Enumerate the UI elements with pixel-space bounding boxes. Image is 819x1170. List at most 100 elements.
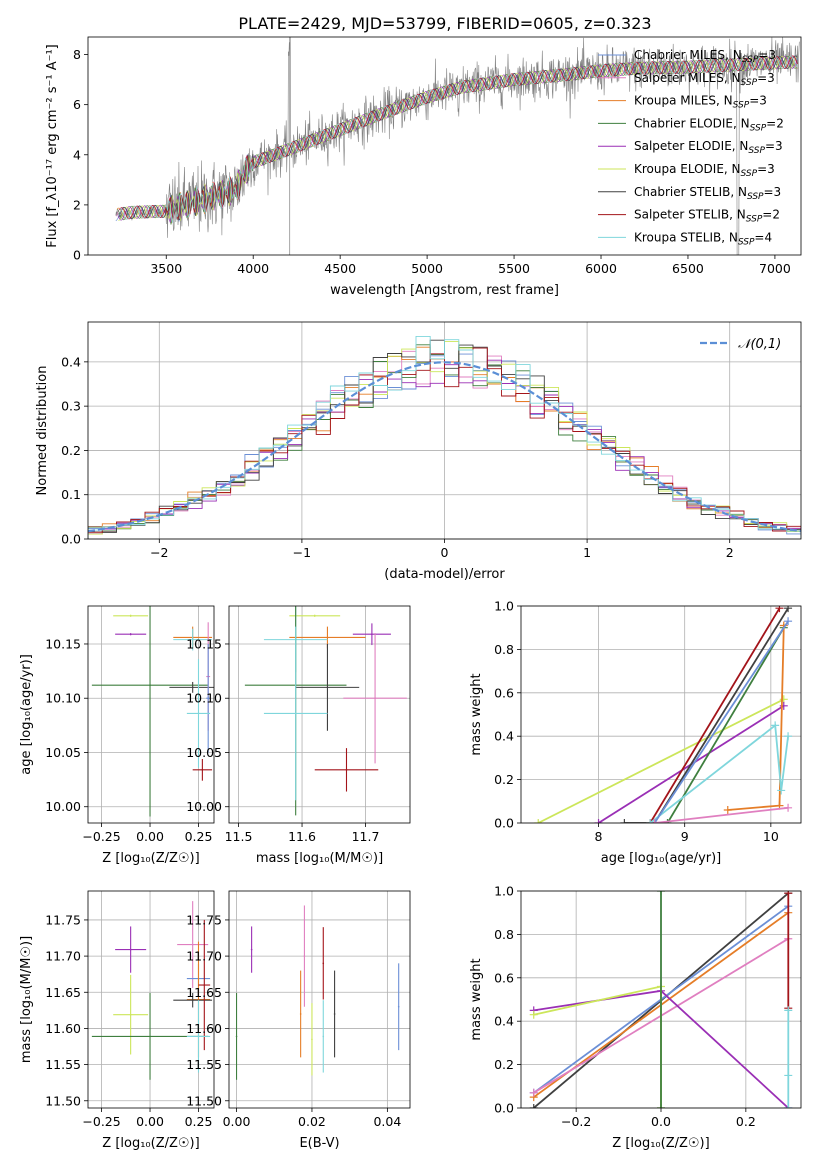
weight-vs-age-ytick-label: 0.8 [494,642,514,657]
weight-line [666,627,785,823]
weight-vs-age-xtick-label: 8 [595,829,603,844]
age-vs-mass-frame [228,605,411,824]
weight-vs-Z-ytick-label: 0.8 [494,927,514,942]
weight-vs-age-ytick-label: 1.0 [494,599,514,614]
weight-marker [784,891,793,898]
legend-label: Chabrier ELODIE, NSSP=2 [634,116,784,133]
weight-vs-Z-plot-area [529,891,793,1108]
legend-label: Kroupa STELIB, NSSP=4 [634,230,772,247]
spectrum-xtick-label: 4500 [324,261,356,276]
spectrum-xtick-label: 5500 [498,261,530,276]
spectrum-xtick-label: 6000 [585,261,617,276]
errorbar-point [313,614,316,617]
residuals-frame [87,321,802,540]
legend-label: Salpeter ELODIE, NSSP=3 [634,139,783,156]
mass-vs-Z-xtick-label: −0.25 [82,1114,120,1129]
age-vs-mass-ticks: 11.5 11.6 11.7 10.00 10.05 10.10 10.15 [186,636,379,844]
weight-vs-age-xtick-label: 9 [681,829,689,844]
weight-vs-Z-xtick-label: 0.0 [651,1114,671,1129]
residuals-ytick-label: 0.2 [61,443,81,458]
legend-rest: =2 [766,116,784,130]
spectrum-model-kroupa-stelib [119,55,798,223]
weight-marker [620,819,629,823]
spectrum-xtick-label: 4000 [237,261,269,276]
histogram-kroupa-stelib [88,335,801,539]
weight-line [624,607,789,823]
legend-sub: SSP [741,169,758,179]
residuals-xtick-label: 0 [441,545,449,560]
weight-marker [784,1071,793,1080]
errorbar-point [207,697,209,700]
errorbar-point [149,1035,151,1038]
mass-vs-EBV-xtick-label: 0.02 [298,1114,326,1129]
weight-vs-age-ytick-label: 0.0 [494,816,514,831]
errorbar-point [129,614,132,617]
weight-line [649,607,781,823]
weight-marker [529,1088,538,1097]
errorbar-point [149,684,151,687]
age-vs-Z-ytick-label: 10.05 [45,745,81,760]
weight-vs-Z-ytick-label: 0.0 [494,1101,514,1116]
spectrum-ytick-label: 4 [73,147,81,162]
errorbar-point [250,948,253,951]
legend-rest: =4 [754,230,772,244]
errorbar-point [311,1038,313,1041]
spectrum-ylabel: Flux [f_λ10⁻¹⁷ erg cm⁻² s⁻¹ A⁻¹] [45,44,60,248]
weight-vs-Z-xlabel: Z [log₁₀(Z/Z☉)] [612,1136,709,1151]
residuals-plot-area [88,335,801,539]
spectrum-panel: 3500 4000 4500 5000 5500 6000 6500 7000 0 2 4 6 8 wav… [45,36,802,298]
age-vs-Z-ytick-label: 10.00 [45,799,81,814]
errorbar-point [322,1035,325,1038]
errorbar-point [129,633,132,636]
errorbar-point [197,712,200,715]
mass-vs-Z-ylabel: mass [log₁₀(M/M☉)] [19,936,34,1063]
errorbar-point [197,1035,200,1038]
weight-marker [784,1006,793,1015]
residuals-xtick-label: −1 [293,545,311,560]
weight-marker [777,786,786,795]
weight-line [649,723,789,823]
weight-vs-Z-xtick-label: 0.2 [736,1114,756,1129]
errorbar-point [397,1005,400,1008]
errorbar-point [333,1013,336,1015]
weight-vs-age-plot-area [534,606,793,823]
errorbar-point [129,1013,132,1016]
spectrum-ytick-label: 8 [73,47,81,62]
legend-sub: SSP [748,146,765,156]
mass-vs-Z-ytick-label: 11.60 [45,1021,81,1036]
weight-line [537,698,785,823]
weight-marker [663,819,672,823]
spectrum-frame [87,36,802,256]
weight-vs-age-xlabel: age [log₁₀(age/yr)] [601,851,722,866]
age-vs-Z-ytick-label: 10.15 [45,636,81,651]
age-vs-Z-xtick-label: 0.00 [136,829,164,844]
weight-line [653,620,789,823]
weight-vs-age-ytick-label: 0.6 [494,685,514,700]
mass-vs-EBV-ytick-label: 11.70 [186,949,222,964]
age-vs-Z-plot-area [91,606,214,817]
mass-vs-Z-frame [87,890,215,1109]
mass-vs-Z-panel: −0.25 0.00 0.25 11.50 11.55 11.60 11.65 11.70 11… [19,890,215,1151]
spectrum-legend: Chabrier MILES, NSSP=3 Salpeter MILES, NS… [598,48,784,247]
errorbar-point [235,1035,238,1038]
mass-vs-EBV-ytick-label: 11.55 [186,1057,222,1072]
errorbar-point [191,999,194,1002]
weight-marker [771,721,780,730]
mass-vs-EBV-xtick-label: 0.04 [373,1114,401,1129]
weight-vs-age-xtick-label: 10 [763,829,779,844]
mass-vs-Z-ticks: −0.25 0.00 0.25 11.50 11.55 11.60 11.65 11.70 11… [45,912,212,1129]
weight-vs-Z-ytick-label: 1.0 [494,884,514,899]
normal-curve [88,361,801,533]
normal-legend-label: 𝒩(0,1) [738,337,781,352]
weight-vs-Z-ytick-label: 0.6 [494,970,514,985]
mass-vs-EBV-ytick-label: 11.60 [186,1021,222,1036]
age-vs-Z-panel: −0.25 0.00 0.25 10.00 10.05 10.10 10.15 Z [log₁… [19,605,215,866]
residuals-ytick-label: 0.1 [61,487,81,502]
mass-vs-Z-plot-area [91,901,213,1080]
residuals-xtick-label: 1 [583,545,591,560]
age-vs-mass-ytick-label: 10.15 [186,636,222,651]
weight-vs-Z-ylabel: mass weight [469,958,484,1040]
weight-vs-age-frame [520,605,802,824]
errorbar-point [326,636,329,639]
